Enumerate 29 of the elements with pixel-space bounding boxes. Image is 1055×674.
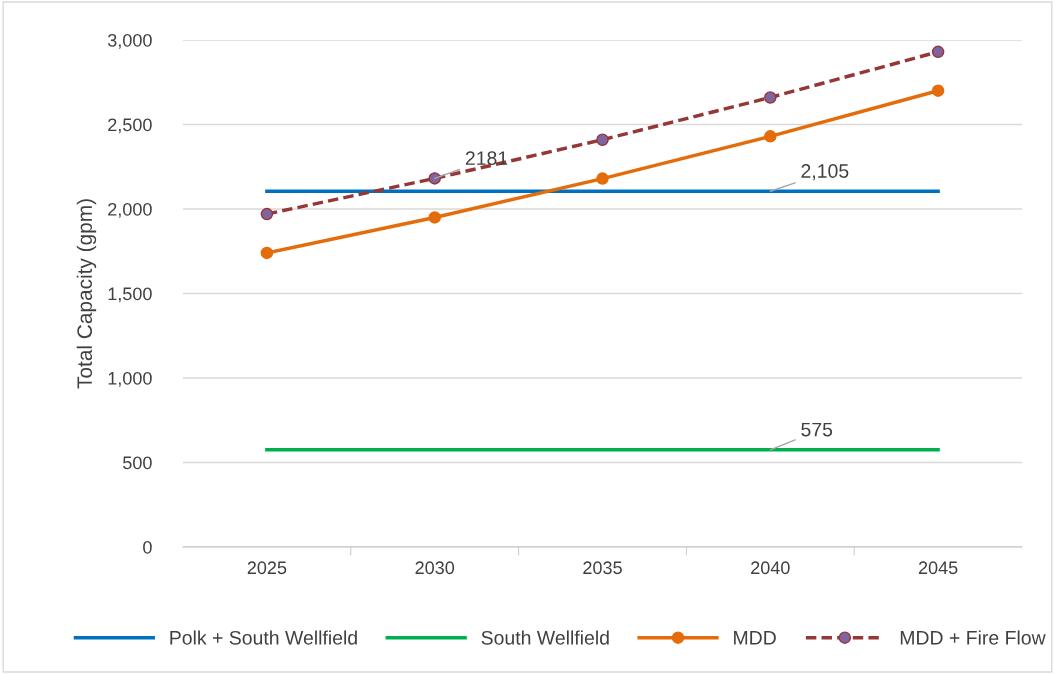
point	[428, 211, 441, 224]
x-tick-label: 2035	[583, 561, 622, 575]
point	[596, 172, 609, 185]
point	[764, 130, 777, 143]
legend-label: MDD	[734, 631, 776, 645]
annotation: 575	[801, 422, 833, 437]
point	[596, 133, 609, 146]
x-tick-label: 2045	[918, 561, 958, 575]
y-axis-title: Total Capacity (gpm)	[76, 199, 97, 389]
x-tick-label: 2040	[751, 561, 790, 575]
y-tick-label: 500	[123, 456, 152, 470]
annotation: 2181	[465, 151, 508, 166]
x-tick-label: 2025	[247, 561, 287, 575]
point	[931, 84, 945, 97]
point	[764, 91, 777, 104]
x-tick-label: 2030	[415, 561, 455, 575]
annotation: 2,105	[801, 164, 849, 181]
y-tick-label: 2,000	[108, 202, 152, 218]
point	[260, 207, 274, 221]
legend-label: South Wellfield	[481, 630, 609, 645]
point	[931, 45, 945, 59]
y-tick-label: 1,000	[108, 371, 152, 387]
point	[260, 246, 274, 260]
y-tick-label: 2,500	[108, 118, 152, 134]
legend-label: Polk + South Wellfield	[170, 630, 357, 645]
legend-label: MDD + Fire Flow	[900, 630, 1046, 645]
y-tick-label: 3,000	[107, 33, 152, 49]
y-tick-label: 1,500	[108, 287, 152, 303]
y-tick-label: 0	[143, 540, 152, 554]
